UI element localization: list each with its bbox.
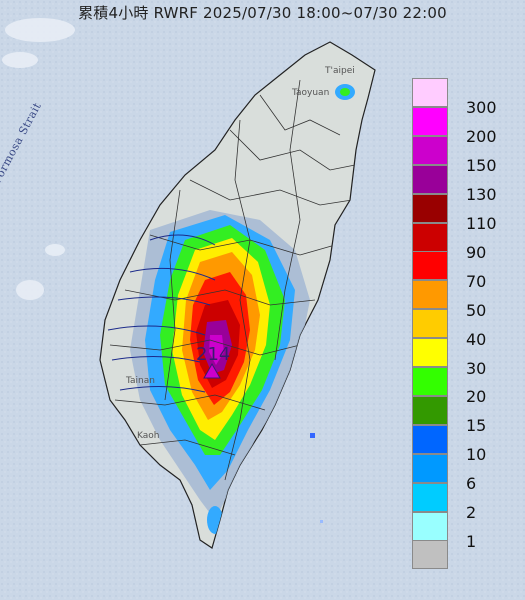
legend-label: 130 [466,185,497,205]
legend-swatch [412,511,448,541]
cloud-patches [2,18,75,300]
legend-swatch [412,482,448,512]
rainfall-legend [412,78,448,570]
legend-label: 15 [466,416,487,436]
legend-label: 50 [466,300,487,320]
legend-swatch [412,309,448,339]
rivers [107,234,216,393]
max-rainfall-marker-icon [203,362,221,379]
legend-swatch [412,540,448,570]
legend-swatch [412,78,448,107]
legend-swatch [412,222,448,252]
legend-swatch [412,106,448,136]
max-rainfall-value: 214 [196,344,231,365]
map-title: 累積4小時 RWRF 2025/07/30 18:00~07/30 22:00 [78,4,447,22]
echo-speck [310,433,315,438]
legend-swatch [412,367,448,396]
legend-label: 110 [466,214,497,234]
legend-label: 1 [466,531,477,551]
legend-label: 40 [466,329,487,349]
echo-speck [320,520,323,523]
legend-label: 150 [466,156,497,176]
place-kaohsiung: Kaoh [137,431,160,441]
legend-swatch [412,395,448,425]
place-tainan: Tainan [126,376,155,386]
legend-swatch [412,164,448,194]
place-taoyuan: Taoyuan [292,88,330,98]
legend-label: 2 [466,503,477,523]
legend-swatch [412,338,448,368]
legend-label: 30 [466,358,487,378]
legend-label: 20 [466,387,487,407]
legend-swatch [412,135,448,165]
admin-boundaries [109,79,356,481]
legend-label: 90 [466,242,487,262]
legend-label: 70 [466,271,487,291]
legend-label: 300 [466,98,497,118]
legend-swatch [412,453,448,483]
legend-label: 10 [466,445,487,465]
legend-label: 200 [466,127,497,147]
legend-label: 6 [466,474,477,494]
legend-swatch [412,251,448,281]
legend-swatch [412,193,448,223]
place-taipei: T'aipei [325,66,355,76]
legend-swatch [412,424,448,454]
rainfall-shading [130,84,355,534]
legend-swatch [412,280,448,310]
